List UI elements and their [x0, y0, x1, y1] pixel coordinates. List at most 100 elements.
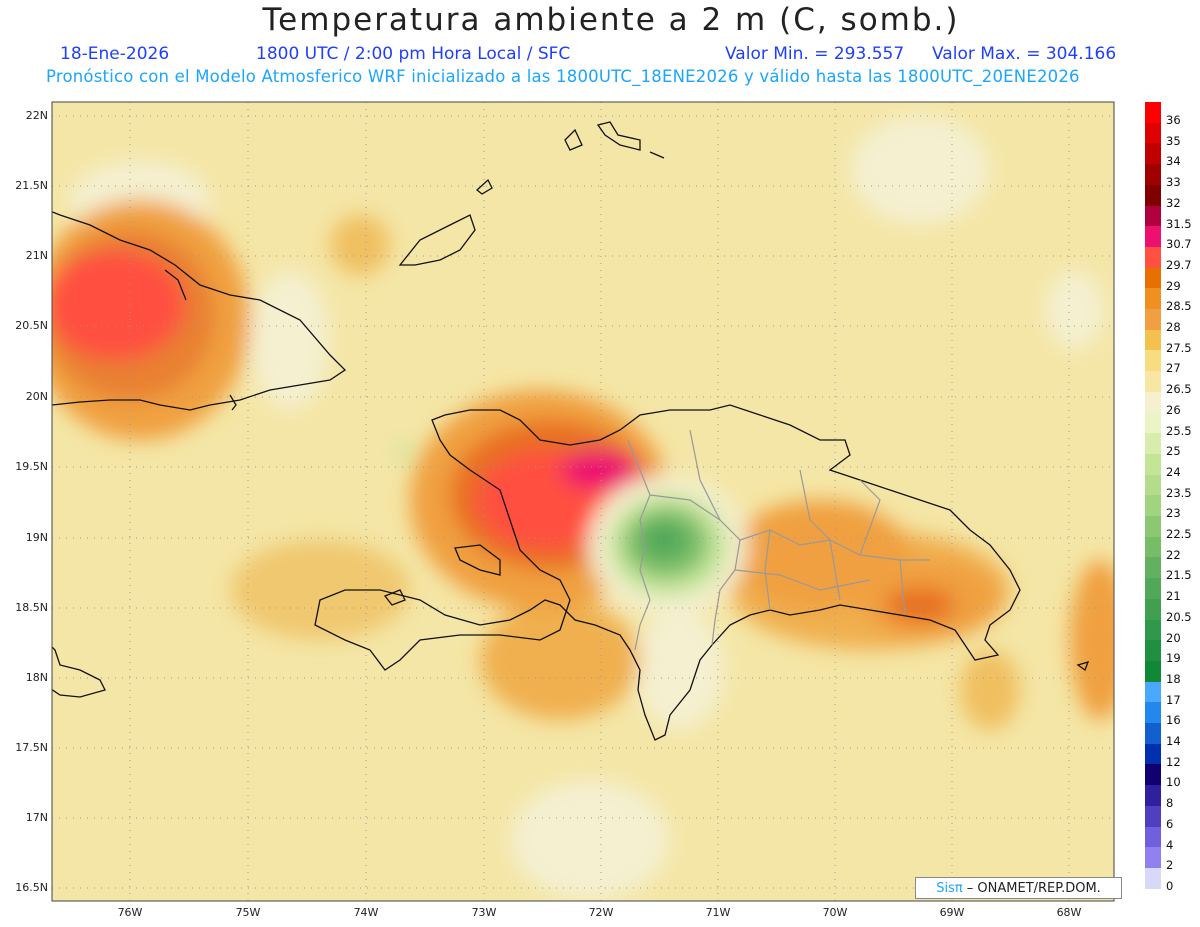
- colorbar-swatch: [1145, 681, 1161, 703]
- colorbar-label: 27.5: [1166, 340, 1192, 355]
- colorbar-label: 35: [1166, 133, 1181, 148]
- lon-label-75w: 75W: [235, 906, 261, 919]
- colorbar-label: 29.7: [1166, 257, 1192, 272]
- colorbar-label: 25.5: [1166, 423, 1192, 438]
- colorbar-swatch: [1145, 619, 1161, 641]
- lon-label-71w: 71W: [705, 906, 731, 919]
- colorbar-swatch: [1145, 495, 1161, 517]
- colorbar-label: 14: [1166, 734, 1181, 748]
- colorbar-label: 17: [1166, 692, 1181, 707]
- colorbar-swatch: [1145, 350, 1161, 372]
- colorbar-swatch: [1145, 309, 1161, 331]
- lat-label-21n: 21N: [25, 249, 48, 262]
- colorbar-label: 34: [1166, 154, 1181, 169]
- colorbar-label: 26: [1166, 402, 1181, 417]
- colorbar-label: 21: [1166, 589, 1181, 604]
- colorbar-swatch: [1145, 205, 1161, 227]
- colorbar-label: 24: [1166, 464, 1181, 479]
- lat-label-20-5n: 20.5N: [15, 319, 48, 332]
- colorbar-swatch: [1145, 433, 1161, 455]
- colorbar-swatch: [1145, 557, 1161, 579]
- lat-label-22n: 22N: [25, 109, 48, 122]
- colorbar-swatch: [1145, 723, 1161, 745]
- colorbar-label: 33: [1166, 175, 1181, 190]
- colorbar-swatch: [1145, 412, 1161, 434]
- colorbar-label: 8: [1166, 796, 1174, 811]
- colorbar-label: 29: [1166, 278, 1181, 293]
- colorbar-label: 18: [1166, 671, 1181, 686]
- colorbar-swatch: [1145, 184, 1161, 206]
- colorbar-label: 22: [1166, 547, 1181, 562]
- credit-box: Sisπ – ONAMET/REP.DOM.: [915, 877, 1122, 899]
- colorbar-label: 20.5: [1166, 609, 1192, 624]
- plot-frame: [51, 101, 1115, 902]
- lat-label-19n: 19N: [25, 531, 48, 544]
- colorbar-swatch: [1145, 764, 1161, 786]
- colorbar-swatch: [1145, 516, 1161, 538]
- lat-label-19-5n: 19.5N: [15, 460, 48, 473]
- province-borders: [627, 429, 930, 651]
- colorbar-label: 20: [1166, 630, 1181, 645]
- colorbar-swatch: [1145, 246, 1161, 269]
- colorbar-label: 31.5: [1166, 216, 1192, 231]
- forecast-note: Pronóstico con el Modelo Atmosferico WRF…: [46, 67, 1080, 86]
- colorbar-swatch: [1145, 371, 1161, 393]
- credit-text: – ONAMET/REP.DOM.: [962, 881, 1101, 896]
- colorbar-label: 23.5: [1166, 485, 1192, 500]
- colorbar-swatch: [1145, 867, 1161, 890]
- colorbar-label: 28.5: [1166, 299, 1192, 314]
- lon-label-72w: 72W: [588, 906, 614, 919]
- colorbar-label: 32: [1166, 195, 1181, 210]
- colorbar-swatch: [1145, 743, 1161, 765]
- date-label: 18-Ene-2026: [60, 44, 170, 64]
- colorbar-label: 26.5: [1166, 382, 1192, 397]
- colorbar-label: 12: [1166, 754, 1181, 769]
- min-value-label: Valor Min. = 293.557: [725, 44, 905, 64]
- grid-lines: [52, 102, 1114, 901]
- colorbar-label: 2: [1166, 858, 1174, 873]
- colorbar-swatch: [1145, 226, 1161, 248]
- lat-label-17-5n: 17.5N: [15, 741, 48, 754]
- max-value-label: Valor Max. = 304.166: [932, 44, 1117, 64]
- colorbar-swatch: [1145, 391, 1161, 413]
- colorbar-swatch: [1145, 805, 1161, 827]
- lon-label-76w: 76W: [117, 906, 143, 919]
- lat-label-18-5n: 18.5N: [15, 601, 48, 614]
- colorbar-swatch: [1145, 143, 1161, 165]
- lon-label-70w: 70W: [822, 906, 848, 919]
- lat-label-16-5n: 16.5N: [15, 881, 48, 894]
- temperature-field: [52, 115, 1114, 900]
- lon-label-74w: 74W: [353, 906, 379, 919]
- colorbar-swatch: [1145, 329, 1161, 351]
- colorbar-swatch: [1145, 536, 1161, 558]
- colorbar-swatch: [1145, 164, 1161, 186]
- colorbar-label: 23: [1166, 506, 1181, 521]
- lat-label-20n: 20N: [25, 390, 48, 403]
- colorbar-label: 4: [1166, 837, 1174, 852]
- lon-label-73w: 73W: [471, 906, 497, 919]
- colorbar-swatch: [1145, 660, 1161, 683]
- colorbar-label: 30.7: [1166, 237, 1192, 252]
- colorbar-label: 25: [1166, 444, 1181, 459]
- colorbar-swatch: [1145, 785, 1161, 807]
- colorbar-swatch: [1145, 578, 1161, 600]
- colorbar-label: 36: [1166, 113, 1181, 127]
- lon-label-69w: 69W: [939, 906, 965, 919]
- colorbar-label: 6: [1166, 816, 1174, 831]
- colorbar-swatch: [1145, 847, 1161, 869]
- time-label: 1800 UTC / 2:00 pm Hora Local / SFC: [256, 44, 571, 64]
- colorbar-label: 0: [1166, 878, 1174, 893]
- lat-label-21-5n: 21.5N: [15, 179, 48, 192]
- colorbar-swatch: [1145, 267, 1161, 289]
- lat-label-17n: 17N: [25, 811, 48, 824]
- colorbar-label: 16: [1166, 713, 1181, 728]
- colorbar-swatch: [1145, 122, 1161, 144]
- colorbar-label: 27: [1166, 361, 1181, 376]
- colorbar-swatch: [1145, 702, 1161, 724]
- colorbar-swatch: [1145, 640, 1161, 662]
- colorbar-swatch: [1145, 102, 1161, 124]
- colorbar-label: 19: [1166, 651, 1181, 666]
- colorbar-swatch: [1145, 288, 1161, 310]
- colorbar-label: 28: [1166, 320, 1181, 334]
